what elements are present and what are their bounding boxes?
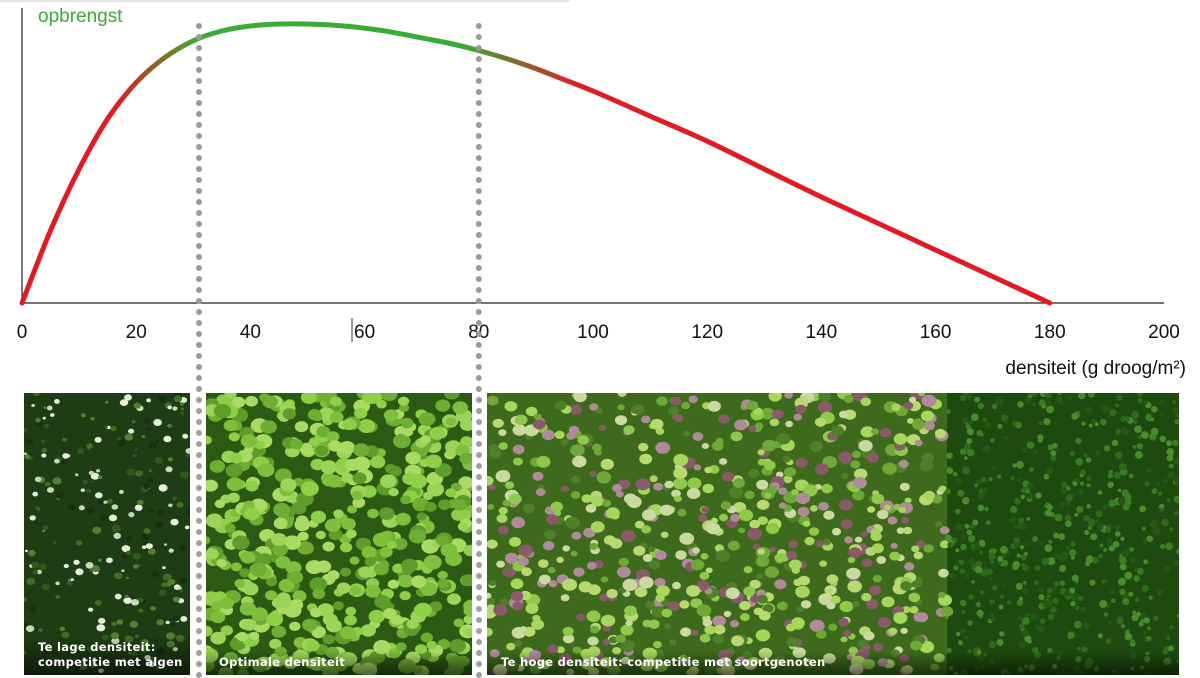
- caption-low-line1: Te lage densiteit:: [38, 640, 156, 654]
- threshold-line-photo-1: [471, 393, 486, 678]
- caption-optimal-density: Optimale densiteit: [205, 651, 473, 675]
- yield-curve: [19, 21, 1053, 306]
- x-tick-160: 160: [920, 322, 952, 343]
- x-tick-20: 20: [126, 322, 147, 343]
- x-tick-180: 180: [1034, 322, 1066, 343]
- yield-density-chart: opbrengst 020406080100120140160180200 de…: [17, 6, 1186, 392]
- x-tick-200: 200: [1148, 322, 1180, 343]
- photo-high-density: Te hoge densiteit: competitie met soortg…: [487, 393, 1179, 675]
- threshold-lines: [196, 23, 482, 392]
- photo-optimal-density: Optimale densiteit: [205, 393, 473, 675]
- x-tick-120: 120: [691, 322, 723, 343]
- caption-high-line: Te hoge densiteit: competitie met soortg…: [501, 655, 826, 669]
- x-tick-labels: 020406080100120140160180200: [17, 322, 1180, 343]
- x-tick-40: 40: [240, 322, 261, 343]
- x-tick-0: 0: [17, 322, 28, 343]
- x-tick-140: 140: [806, 322, 838, 343]
- x-axis-label: densiteit (g droog/m²): [1005, 358, 1186, 379]
- x-tick-100: 100: [577, 322, 609, 343]
- caption-optimal-line: Optimale densiteit: [219, 655, 346, 669]
- caption-high-density: Te hoge densiteit: competitie met soortg…: [487, 651, 1179, 675]
- top-rule: [0, 0, 570, 2]
- threshold-line-photo-0: [192, 393, 206, 678]
- caption-low-density: Te lage densiteit: competitie met algen: [24, 636, 190, 675]
- caption-low-line2: competitie met algen: [38, 655, 183, 669]
- duckweed-sparse-image: [24, 393, 190, 675]
- y-axis-label: opbrengst: [38, 6, 123, 27]
- x-tick-60: 60: [354, 322, 375, 343]
- duckweed-optimal-image: [205, 393, 473, 675]
- photo-low-density: Te lage densiteit: competitie met algen: [24, 393, 190, 675]
- duckweed-dense-image: [487, 393, 1179, 675]
